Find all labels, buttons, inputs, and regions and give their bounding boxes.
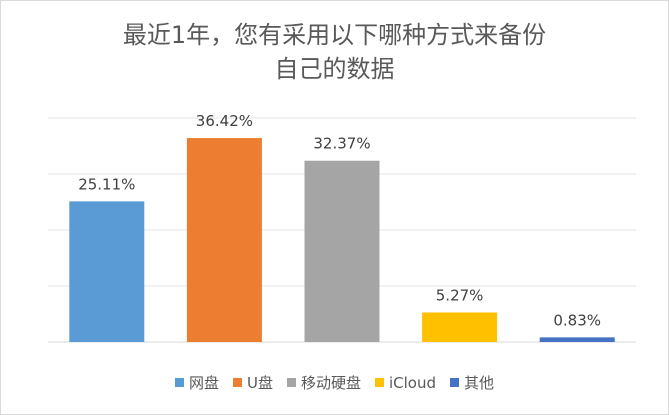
- legend-item-4: 其他: [450, 372, 494, 393]
- data-label-3: 5.27%: [436, 286, 484, 304]
- legend-swatch-3: [374, 378, 384, 387]
- bar-1: [186, 138, 262, 342]
- chart-title-line-2: 自己的数据: [274, 55, 395, 83]
- legend-label-3: iCloud: [388, 373, 436, 392]
- bar-0: [69, 201, 145, 342]
- data-label-0: 25.11%: [78, 175, 135, 193]
- legend-item-1: U盘: [232, 372, 273, 393]
- legend-label-0: 网盘: [188, 374, 219, 392]
- legend-item-0: 网盘: [174, 372, 219, 393]
- chart-legend: 网盘 U盘 移动硬盘 iCloud 其他: [0, 372, 669, 393]
- bar-3: [422, 312, 498, 342]
- legend-label-4: 其他: [464, 374, 495, 392]
- legend-swatch-2: [286, 378, 296, 387]
- legend-label-2: 移动硬盘: [300, 374, 361, 392]
- data-label-1: 36.42%: [196, 112, 253, 130]
- bar-4: [539, 337, 615, 342]
- legend-item-3: iCloud: [374, 372, 436, 393]
- bar-2: [304, 160, 380, 342]
- legend-item-2: 移动硬盘: [286, 372, 361, 393]
- data-label-2: 32.37%: [313, 135, 370, 153]
- legend-swatch-0: [174, 378, 184, 387]
- chart-title-line-1: 最近1年，您有采用以下哪种方式来备份: [122, 21, 547, 49]
- legend-swatch-1: [232, 378, 242, 387]
- legend-swatch-4: [450, 378, 459, 387]
- legend-label-1: U盘: [246, 374, 273, 392]
- data-label-4: 0.83%: [553, 311, 601, 329]
- chart-title: 最近1年，您有采用以下哪种方式来备份 自己的数据: [0, 18, 669, 86]
